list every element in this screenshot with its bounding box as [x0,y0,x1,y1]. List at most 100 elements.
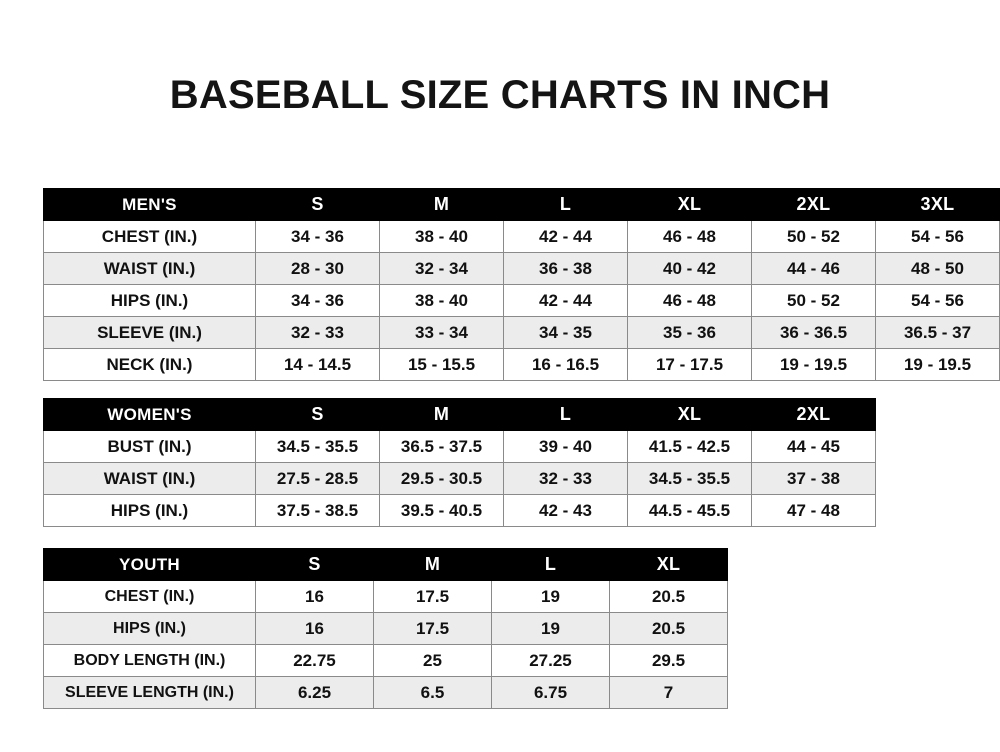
measurement-value: 34.5 - 35.5 [627,462,752,495]
measurement-value: 36 - 36.5 [751,316,876,349]
size-column-header: M [373,548,492,581]
measurement-value: 38 - 40 [379,220,504,253]
size-column-header: L [503,188,628,221]
measurement-value: 32 - 33 [255,316,380,349]
measurement-label: WAIST (IN.) [43,462,256,495]
measurement-value: 41.5 - 42.5 [627,430,752,463]
size-column-header: S [255,548,374,581]
measurement-value: 40 - 42 [627,252,752,285]
measurement-value: 42 - 44 [503,284,628,317]
table-row: SLEEVE LENGTH (IN.) 6.25 6.5 6.75 7 [43,676,728,709]
size-column-header: XL [627,398,752,431]
measurement-value: 25 [373,644,492,677]
table-row: CHEST (IN.) 16 17.5 19 20.5 [43,580,728,613]
measurement-value: 46 - 48 [627,220,752,253]
table-row: HIPS (IN.) 34 - 36 38 - 40 42 - 44 46 - 48 50… [43,284,1000,317]
measurement-value: 22.75 [255,644,374,677]
measurement-value: 46 - 48 [627,284,752,317]
measurement-value: 16 - 16.5 [503,348,628,381]
measurement-value: 15 - 15.5 [379,348,504,381]
measurement-value: 36.5 - 37.5 [379,430,504,463]
measurement-value: 34 - 36 [255,220,380,253]
mens-table-body: CHEST (IN.) 34 - 36 38 - 40 42 - 44 46 - 48 5… [43,220,1000,381]
measurement-value: 54 - 56 [875,284,1000,317]
measurement-value: 39.5 - 40.5 [379,494,504,527]
measurement-value: 19 [491,580,610,613]
measurement-value: 50 - 52 [751,284,876,317]
measurement-value: 37.5 - 38.5 [255,494,380,527]
measurement-label: HIPS (IN.) [43,494,256,527]
measurement-value: 44 - 46 [751,252,876,285]
womens-size-table: WOMEN'S S M L XL 2XL BUST (IN.) 34.5 - 35.5 36.… [43,398,876,527]
measurement-value: 50 - 52 [751,220,876,253]
measurement-label: NECK (IN.) [43,348,256,381]
measurement-value: 42 - 44 [503,220,628,253]
measurement-value: 48 - 50 [875,252,1000,285]
page-title: BASEBALL SIZE CHARTS IN INCH [169,73,831,117]
measurement-label: CHEST (IN.) [43,580,256,613]
measurement-value: 44 - 45 [751,430,876,463]
table-row: NECK (IN.) 14 - 14.5 15 - 15.5 16 - 16.5 17 … [43,348,1000,381]
womens-table-header: WOMEN'S S M L XL 2XL [43,398,876,431]
table-row: WAIST (IN.) 28 - 30 32 - 34 36 - 38 40 - 42 4… [43,252,1000,285]
measurement-value: 6.25 [255,676,374,709]
measurement-value: 36.5 - 37 [875,316,1000,349]
table-row: HIPS (IN.) 37.5 - 38.5 39.5 - 40.5 42 - 43 4… [43,494,876,527]
measurement-value: 47 - 48 [751,494,876,527]
size-column-header: M [379,188,504,221]
table-category-header: YOUTH [43,548,256,581]
measurement-value: 19 - 19.5 [875,348,1000,381]
measurement-value: 16 [255,612,374,645]
measurement-label: HIPS (IN.) [43,284,256,317]
measurement-value: 17.5 [373,580,492,613]
mens-size-table: MEN'S S M L XL 2XL 3XL CHEST (IN.) 34 - 36 38 - … [43,188,1000,381]
measurement-value: 32 - 34 [379,252,504,285]
measurement-value: 29.5 - 30.5 [379,462,504,495]
table-row: SLEEVE (IN.) 32 - 33 33 - 34 34 - 35 35 - 36… [43,316,1000,349]
measurement-value: 16 [255,580,374,613]
measurement-value: 20.5 [609,612,728,645]
measurement-value: 42 - 43 [503,494,628,527]
measurement-value: 20.5 [609,580,728,613]
table-row: BUST (IN.) 34.5 - 35.5 36.5 - 37.5 39 - 40 4… [43,430,876,463]
table-category-header: MEN'S [43,188,256,221]
size-column-header: XL [609,548,728,581]
table-row: WAIST (IN.) 27.5 - 28.5 29.5 - 30.5 32 - 33… [43,462,876,495]
header-row: WOMEN'S S M L XL 2XL [43,398,876,431]
measurement-value: 19 [491,612,610,645]
measurement-value: 34 - 35 [503,316,628,349]
measurement-value: 54 - 56 [875,220,1000,253]
measurement-value: 37 - 38 [751,462,876,495]
table-row: HIPS (IN.) 16 17.5 19 20.5 [43,612,728,645]
youth-table-header: YOUTH S M L XL [43,548,728,581]
measurement-value: 17.5 [373,612,492,645]
table-category-header: WOMEN'S [43,398,256,431]
measurement-label: SLEEVE LENGTH (IN.) [43,676,256,709]
youth-size-table: YOUTH S M L XL CHEST (IN.) 16 17.5 19 20.5 HIPS (… [43,548,728,709]
size-column-header: M [379,398,504,431]
header-row: YOUTH S M L XL [43,548,728,581]
header-row: MEN'S S M L XL 2XL 3XL [43,188,1000,221]
measurement-value: 34.5 - 35.5 [255,430,380,463]
measurement-value: 35 - 36 [627,316,752,349]
measurement-value: 6.5 [373,676,492,709]
measurement-value: 14 - 14.5 [255,348,380,381]
table-row: CHEST (IN.) 34 - 36 38 - 40 42 - 44 46 - 48 5… [43,220,1000,253]
mens-table-header: MEN'S S M L XL 2XL 3XL [43,188,1000,221]
size-column-header: S [255,398,380,431]
size-column-header: XL [627,188,752,221]
measurement-value: 34 - 36 [255,284,380,317]
measurement-label: HIPS (IN.) [43,612,256,645]
measurement-label: CHEST (IN.) [43,220,256,253]
measurement-label: WAIST (IN.) [43,252,256,285]
size-column-header: L [491,548,610,581]
youth-table-body: CHEST (IN.) 16 17.5 19 20.5 HIPS (IN.) 16 17.5 1… [43,580,728,709]
measurement-value: 27.5 - 28.5 [255,462,380,495]
table-row: BODY LENGTH (IN.) 22.75 25 27.25 29.5 [43,644,728,677]
size-column-header: 2XL [751,188,876,221]
measurement-value: 38 - 40 [379,284,504,317]
measurement-value: 32 - 33 [503,462,628,495]
size-column-header: L [503,398,628,431]
womens-table-body: BUST (IN.) 34.5 - 35.5 36.5 - 37.5 39 - 40 4… [43,430,876,527]
